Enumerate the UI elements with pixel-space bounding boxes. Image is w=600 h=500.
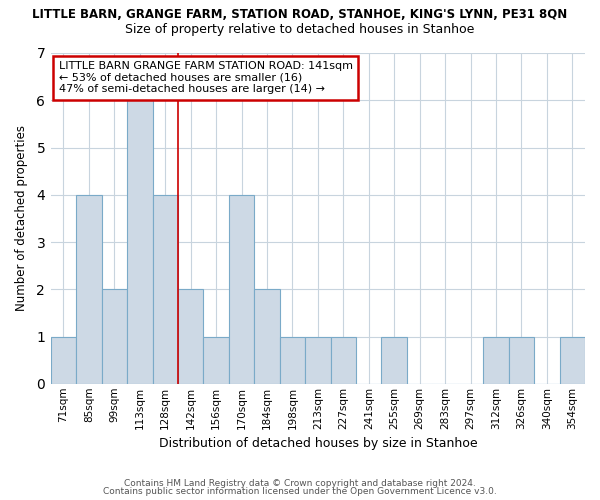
Bar xyxy=(203,336,229,384)
Text: Size of property relative to detached houses in Stanhoe: Size of property relative to detached ho… xyxy=(125,22,475,36)
Bar xyxy=(382,336,407,384)
Bar xyxy=(509,336,534,384)
Bar xyxy=(331,336,356,384)
Bar xyxy=(127,100,152,384)
Bar xyxy=(560,336,585,384)
Bar xyxy=(229,195,254,384)
Bar xyxy=(152,195,178,384)
Bar xyxy=(178,290,203,384)
Bar xyxy=(76,195,101,384)
Bar xyxy=(305,336,331,384)
Bar xyxy=(101,290,127,384)
Text: Contains public sector information licensed under the Open Government Licence v3: Contains public sector information licen… xyxy=(103,487,497,496)
Text: Contains HM Land Registry data © Crown copyright and database right 2024.: Contains HM Land Registry data © Crown c… xyxy=(124,478,476,488)
Y-axis label: Number of detached properties: Number of detached properties xyxy=(15,126,28,312)
Text: LITTLE BARN GRANGE FARM STATION ROAD: 141sqm
← 53% of detached houses are smalle: LITTLE BARN GRANGE FARM STATION ROAD: 14… xyxy=(59,62,353,94)
Bar xyxy=(483,336,509,384)
Text: LITTLE BARN, GRANGE FARM, STATION ROAD, STANHOE, KING'S LYNN, PE31 8QN: LITTLE BARN, GRANGE FARM, STATION ROAD, … xyxy=(32,8,568,20)
Bar xyxy=(254,290,280,384)
Bar xyxy=(280,336,305,384)
X-axis label: Distribution of detached houses by size in Stanhoe: Distribution of detached houses by size … xyxy=(158,437,477,450)
Bar xyxy=(51,336,76,384)
